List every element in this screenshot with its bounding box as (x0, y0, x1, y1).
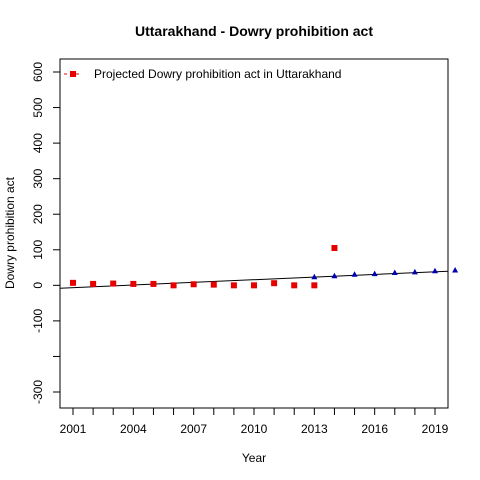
x-tick-label: 2007 (180, 422, 207, 436)
observed-point (291, 282, 298, 289)
y-tick-label: 200 (31, 204, 45, 224)
observed-point (210, 281, 217, 288)
x-tick-label: 2013 (301, 422, 328, 436)
observed-point (130, 280, 137, 287)
x-axis: 2001 2004 2007 2010 2013 2016 2019 (60, 408, 449, 436)
projected-point (391, 269, 398, 276)
observed-point (251, 282, 257, 289)
projected-point (351, 271, 358, 277)
y-tick-label: 100 (31, 239, 45, 259)
x-tick-label: 2010 (241, 422, 268, 436)
observed-point (271, 280, 278, 287)
legend-label: Projected Dowry prohibition act in Uttar… (94, 67, 341, 81)
y-tick-label: -100 (31, 309, 45, 333)
trend-line (59, 270, 449, 289)
observed-point (331, 245, 338, 251)
observed-point (230, 282, 237, 289)
trend-line-group (59, 270, 449, 289)
observed-point (150, 280, 157, 287)
y-tick-label: 0 (31, 282, 45, 289)
y-tick-label: 500 (31, 97, 45, 117)
chart-title: Uttarakhand - Dowry prohibition act (135, 23, 373, 39)
x-tick-label: 2019 (422, 422, 449, 436)
observed-point (170, 282, 177, 289)
projected-point (331, 272, 338, 279)
legend: Projected Dowry prohibition act in Uttar… (64, 67, 341, 81)
projected-point (411, 268, 418, 275)
projected-point (452, 267, 459, 273)
data-points-group (70, 245, 459, 289)
y-tick-label: 600 (31, 62, 45, 82)
observed-point (190, 281, 197, 288)
x-axis-label: Year (242, 451, 266, 465)
y-tick-label: -300 (31, 380, 45, 404)
observed-point (311, 282, 318, 289)
y-tick-label: 300 (31, 168, 45, 188)
x-tick-label: 2001 (60, 422, 87, 436)
observed-point (110, 280, 117, 287)
y-tick-label: 400 (31, 133, 45, 153)
plot-frame (59, 58, 449, 409)
observed-point (90, 280, 97, 287)
x-tick-label: 2004 (120, 422, 147, 436)
y-axis: -300 -100 0 100 200 300 400 500 600 (31, 62, 60, 404)
projected-point (311, 273, 318, 280)
x-tick-label: 2016 (361, 422, 388, 436)
projected-point (432, 267, 438, 274)
y-axis-label: Dowry prohibition act (3, 176, 17, 289)
projected-point (371, 270, 378, 277)
legend-marker (70, 71, 76, 77)
observed-point (70, 279, 76, 286)
